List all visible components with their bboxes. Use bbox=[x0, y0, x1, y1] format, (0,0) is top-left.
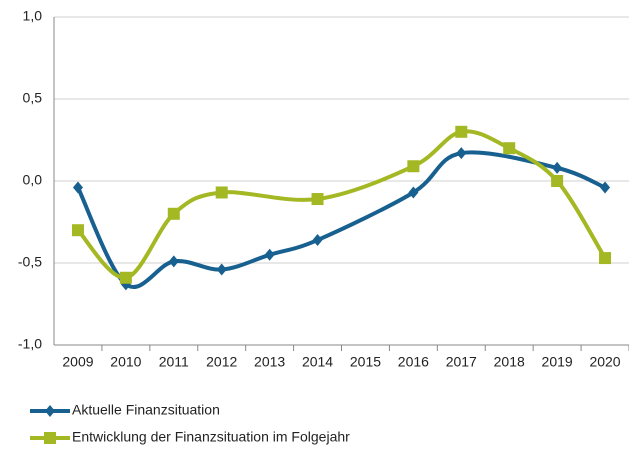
x-tick-label: 2013 bbox=[254, 354, 285, 370]
data-point bbox=[71, 224, 84, 237]
data-point bbox=[167, 207, 180, 220]
data-point bbox=[456, 147, 467, 160]
data-point bbox=[168, 255, 179, 268]
x-tick-label: 2019 bbox=[542, 354, 573, 370]
data-point bbox=[551, 175, 564, 187]
y-tick-label: 0,5 bbox=[23, 90, 43, 106]
series-line bbox=[76, 129, 607, 280]
y-tick-label: -1,0 bbox=[18, 336, 42, 352]
x-tick-label: 2016 bbox=[398, 354, 429, 370]
series-line bbox=[76, 150, 606, 289]
legend-label: Aktuelle Finanzsituation bbox=[72, 402, 220, 418]
data-point bbox=[600, 181, 611, 194]
data-point bbox=[264, 248, 275, 261]
legend-label: Entwicklung der Finanzsituation im Folge… bbox=[72, 429, 350, 445]
data-point bbox=[552, 161, 563, 174]
legend-marker bbox=[45, 405, 55, 417]
x-tick-label: 2020 bbox=[589, 354, 620, 370]
x-tick-label: 2014 bbox=[302, 354, 333, 370]
data-point bbox=[72, 181, 83, 194]
x-tick-label: 2015 bbox=[350, 354, 381, 370]
data-point bbox=[407, 160, 420, 173]
data-point bbox=[311, 193, 324, 206]
data-point bbox=[503, 142, 516, 155]
x-tick-label: 2010 bbox=[110, 354, 141, 370]
x-tick-label: 2012 bbox=[206, 354, 237, 370]
x-tick-label: 2018 bbox=[494, 354, 525, 370]
x-tick-label: 2009 bbox=[62, 354, 93, 370]
data-point bbox=[599, 252, 612, 265]
data-point bbox=[216, 263, 227, 276]
data-point bbox=[408, 186, 419, 199]
legend-marker bbox=[44, 432, 56, 444]
y-tick-label: 0,0 bbox=[23, 172, 43, 188]
data-point bbox=[119, 271, 132, 284]
y-tick-label: 1,0 bbox=[23, 8, 43, 24]
x-tick-label: 2017 bbox=[446, 354, 477, 370]
y-tick-label: -0,5 bbox=[18, 254, 42, 270]
x-tick-label: 2011 bbox=[159, 354, 189, 370]
data-point bbox=[215, 186, 228, 199]
data-point bbox=[312, 234, 323, 247]
data-point bbox=[455, 125, 468, 138]
